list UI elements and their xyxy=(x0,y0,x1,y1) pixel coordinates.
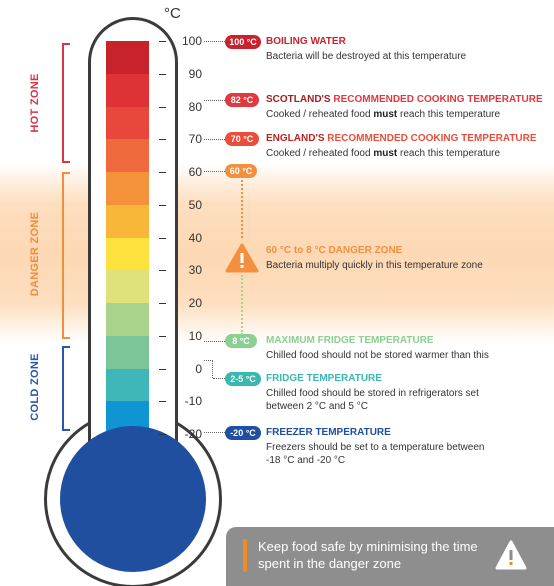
fridge-title: FRIDGE TEMPERATURE xyxy=(266,373,382,384)
england-title-rest: RECOMMENDED COOKING TEMPERATURE xyxy=(324,133,537,144)
leader-60 xyxy=(204,171,225,172)
leader-2-5 xyxy=(204,360,213,378)
unit-label: °C xyxy=(164,5,181,22)
leader-2-5-end xyxy=(213,378,225,379)
tick-label: -20 xyxy=(184,427,202,441)
england-desc: Cooked / reheated food must reach this t… xyxy=(266,147,500,160)
fridge-max-desc: Chilled food should not be stored warmer… xyxy=(266,350,489,361)
badge-minus20: -20 °C xyxy=(225,426,261,440)
scotland-title-rest: RECOMMENDED COOKING TEMPERATURE xyxy=(330,94,543,105)
fridge-desc-line2: between 2 °C and 5 °C xyxy=(266,401,368,412)
badge-70: 70 °C xyxy=(225,132,259,146)
england-desc-post: reach this temperature xyxy=(397,148,501,159)
england-desc-pre: Cooked / reheated food xyxy=(266,148,374,159)
hot-zone-bracket xyxy=(62,43,70,163)
england-desc-bold: must xyxy=(373,148,398,159)
danger-dots-bottom xyxy=(241,275,243,335)
scotland-desc: Cooked / reheated food must reach this t… xyxy=(266,108,500,121)
tick-label: 20 xyxy=(188,296,202,310)
tick-label: 50 xyxy=(188,198,202,212)
fridge-max-title: MAXIMUM FRIDGE TEMPERATURE xyxy=(266,335,434,346)
tick-mark xyxy=(159,369,166,370)
tick-mark xyxy=(159,107,166,108)
tick-mark xyxy=(159,205,166,206)
tick-label: 60 xyxy=(188,165,202,179)
thermometer-segment xyxy=(106,107,149,140)
leader-minus20 xyxy=(204,432,225,433)
badge-2-5: 2-5 °C xyxy=(225,372,261,386)
boiling-desc: Bacteria will be destroyed at this tempe… xyxy=(266,51,467,62)
freezer-desc-line1: Freezers should be set to a temperature … xyxy=(266,442,485,453)
tick-label: 70 xyxy=(188,132,202,146)
tick-mark xyxy=(159,270,166,271)
leader-8 xyxy=(204,341,225,342)
badge-100: 100 °C xyxy=(225,35,261,49)
tick-label: 30 xyxy=(188,263,202,277)
leader-70 xyxy=(204,139,225,140)
tip-accent-bar xyxy=(243,539,247,572)
thermometer-segment xyxy=(106,205,149,238)
leader-82 xyxy=(204,100,225,101)
thermometer-segment xyxy=(106,336,149,369)
thermometer-segment xyxy=(106,139,149,172)
tick-label: 40 xyxy=(188,231,202,245)
scotland-title: SCOTLAND'S RECOMMENDED COOKING TEMPERATU… xyxy=(266,94,543,105)
thermometer-segment xyxy=(106,303,149,336)
tick-mark xyxy=(159,303,166,304)
thermometer-segment xyxy=(106,41,149,74)
tip-text: Keep food safe by minimising the time sp… xyxy=(258,539,478,571)
tick-label: 100 xyxy=(181,34,202,48)
tick-mark xyxy=(159,172,166,173)
danger-dots-top xyxy=(241,180,243,238)
scotland-title-strong: SCOTLAND'S xyxy=(266,94,331,105)
tick-mark xyxy=(159,434,166,435)
cold-zone-bracket xyxy=(62,346,70,431)
danger-title: 60 °C to 8 °C DANGER ZONE xyxy=(266,245,403,256)
warning-triangle-icon xyxy=(225,243,259,273)
england-title-strong: ENGLAND'S xyxy=(266,133,325,144)
danger-zone-bracket xyxy=(62,172,70,339)
danger-zone-label: DANGER ZONE xyxy=(29,211,41,297)
scotland-desc-pre: Cooked / reheated food xyxy=(266,109,374,120)
badge-82: 82 °C xyxy=(225,93,259,107)
thermometer-bulb xyxy=(60,426,206,572)
tick-mark xyxy=(159,139,166,140)
fridge-desc-line1: Chilled food should be stored in refrige… xyxy=(266,388,479,399)
thermometer-segment xyxy=(106,172,149,205)
tick-mark xyxy=(159,401,166,402)
freezer-title: FREEZER TEMPERATURE xyxy=(266,427,391,438)
badge-8: 8 °C xyxy=(225,334,257,348)
boiling-title: BOILING WATER xyxy=(266,36,346,47)
england-title: ENGLAND'S RECOMMENDED COOKING TEMPERATUR… xyxy=(266,133,537,144)
badge-60: 60 °C xyxy=(225,164,257,178)
tick-mark xyxy=(159,74,166,75)
thermometer-segment xyxy=(106,74,149,107)
scotland-desc-bold: must xyxy=(373,109,398,120)
tick-label: -10 xyxy=(184,394,202,408)
leader-100 xyxy=(204,41,225,42)
tick-mark xyxy=(159,336,166,337)
thermometer-segment xyxy=(106,238,149,271)
tip-box: Keep food safe by minimising the time sp… xyxy=(226,527,554,586)
warning-diamond-icon xyxy=(495,540,527,570)
danger-desc: Bacteria multiply quickly in this temper… xyxy=(266,260,483,271)
tick-label: 0 xyxy=(195,362,202,376)
tick-label: 80 xyxy=(188,100,202,114)
thermometer-segment xyxy=(106,270,149,303)
tick-label: 10 xyxy=(188,329,202,343)
tick-mark xyxy=(159,238,166,239)
tick-mark xyxy=(159,41,166,42)
scotland-desc-post: reach this temperature xyxy=(397,109,501,120)
freezer-desc-line2: -18 °C and -20 °C xyxy=(266,455,346,466)
tick-label: 90 xyxy=(188,67,202,81)
cold-zone-label: COLD ZONE xyxy=(29,353,41,421)
hot-zone-label: HOT ZONE xyxy=(29,73,41,133)
thermometer-segment xyxy=(106,369,149,402)
